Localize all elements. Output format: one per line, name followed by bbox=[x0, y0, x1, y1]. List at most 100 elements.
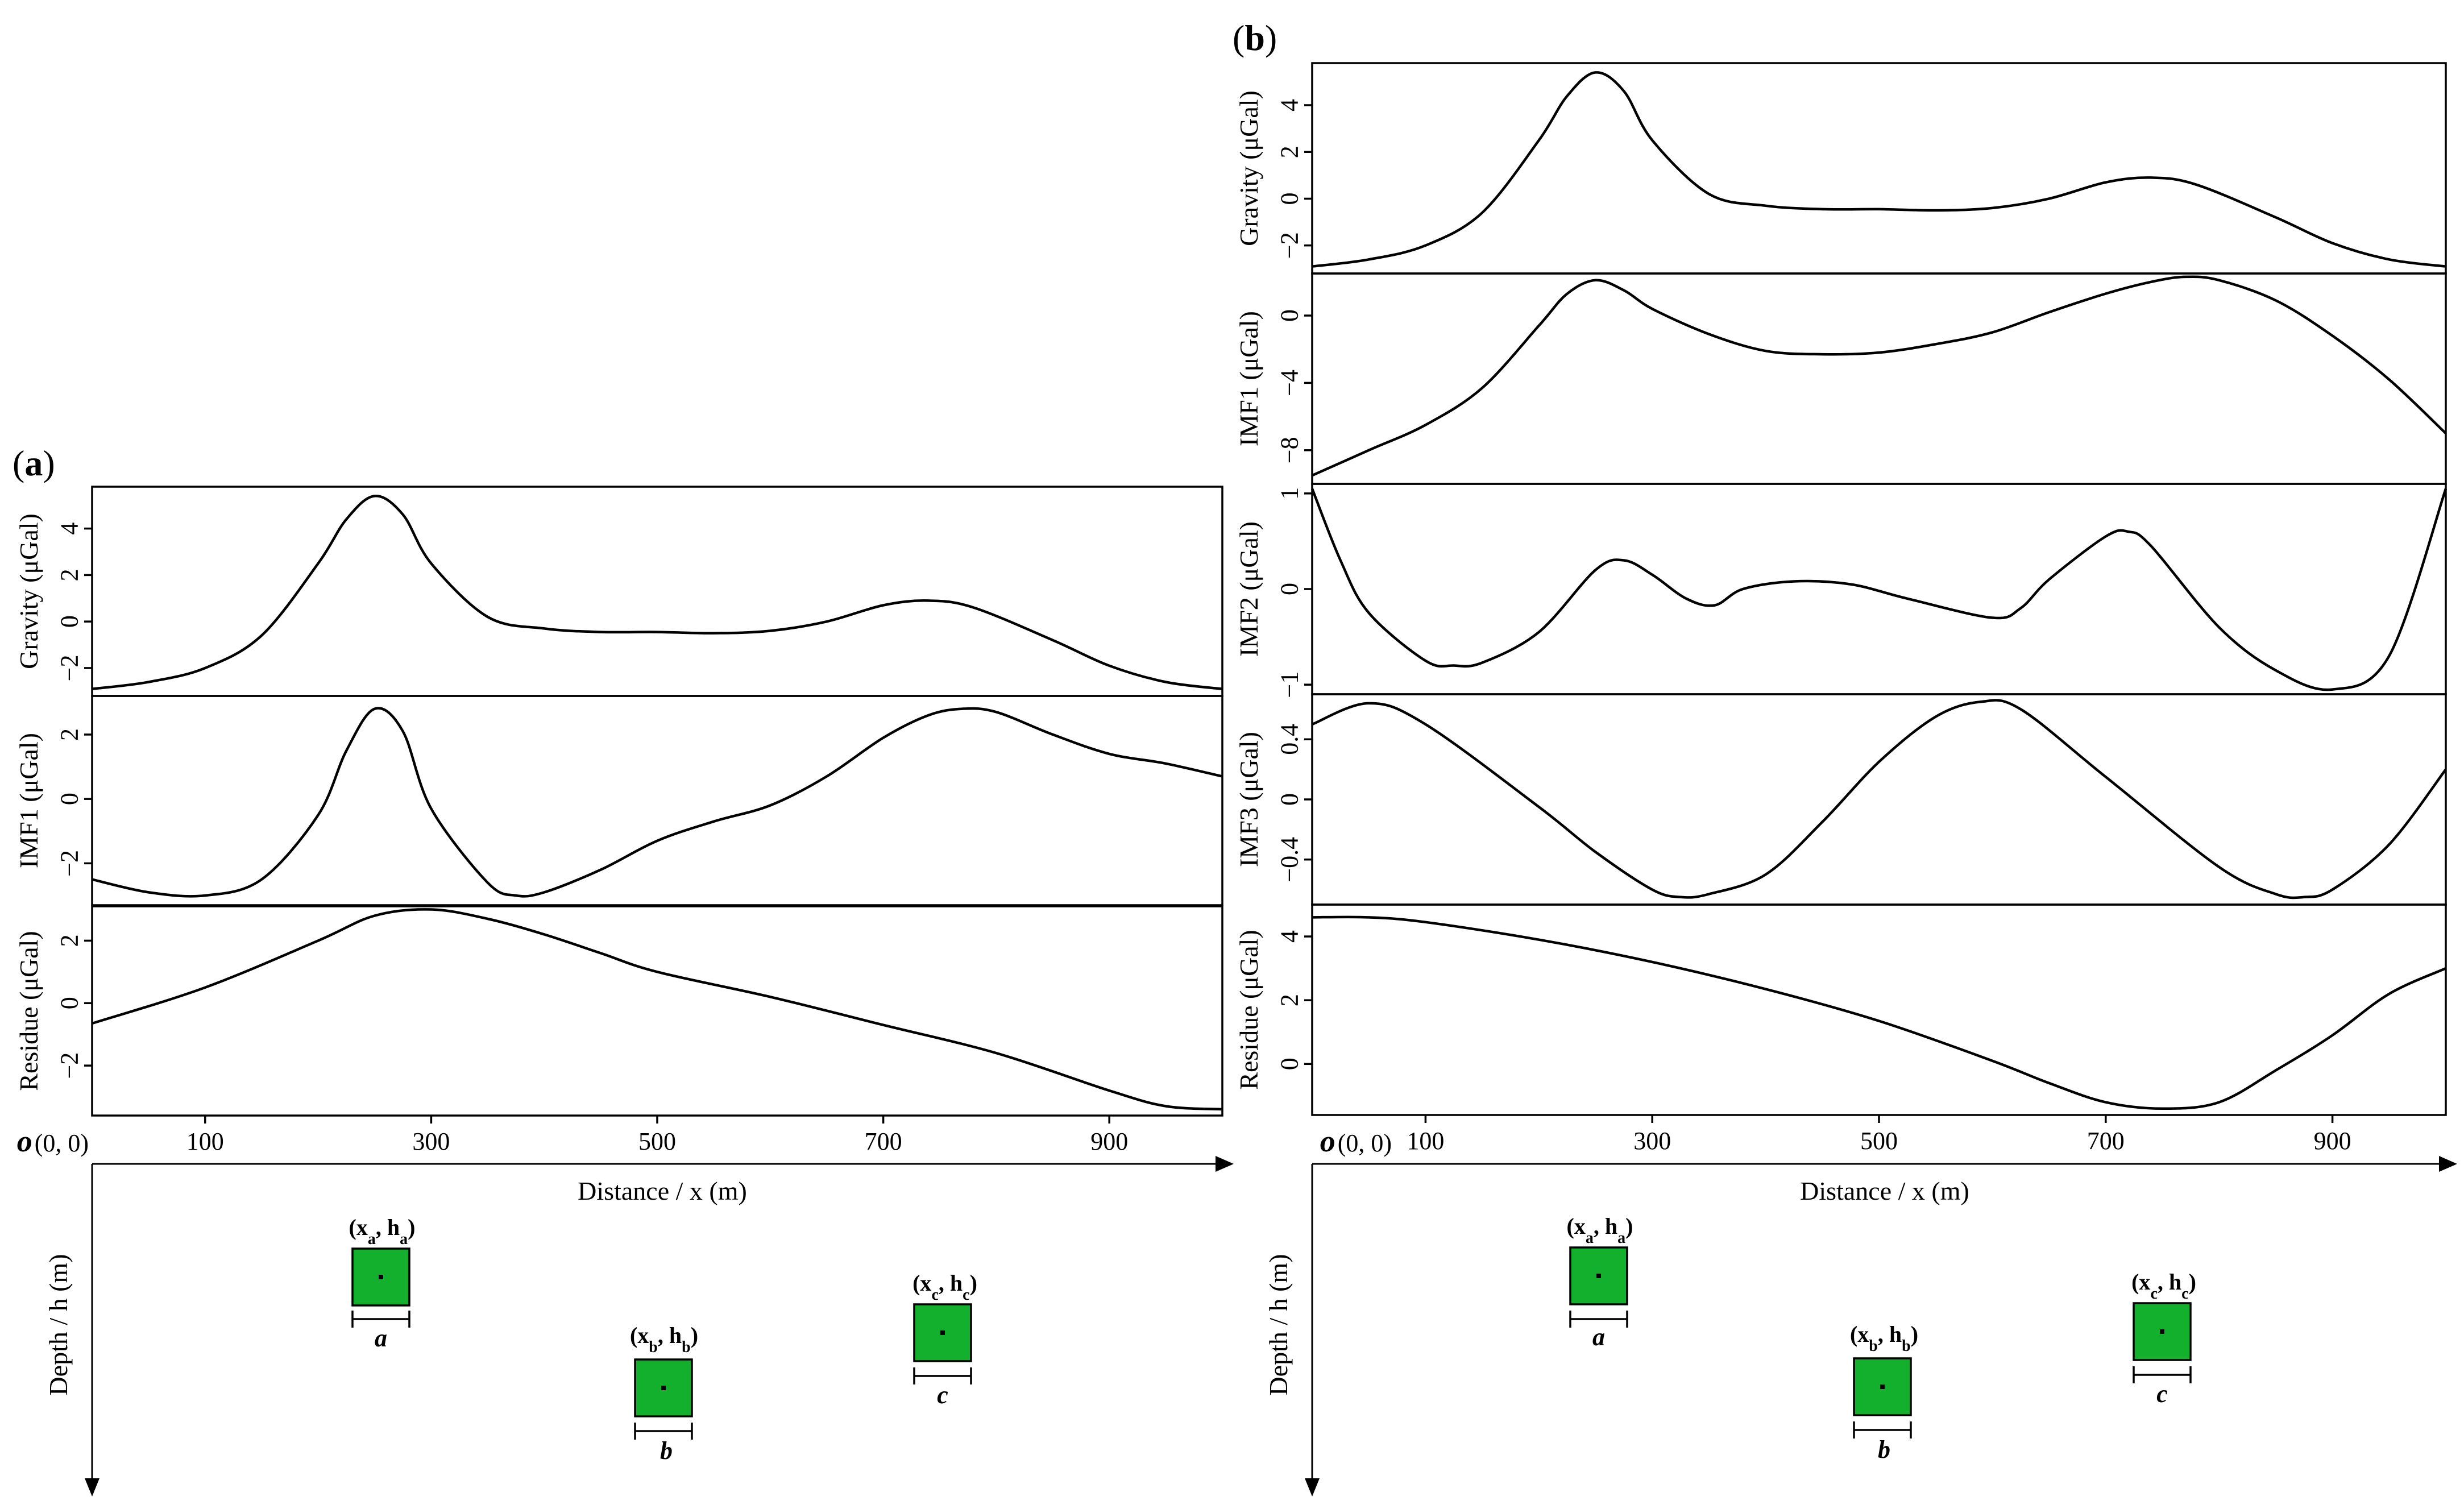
panel-label-b-letter: b bbox=[1245, 18, 1265, 58]
y-axis-label: IMF1 (μGal) bbox=[14, 733, 43, 868]
y-tick-label: −2 bbox=[1276, 232, 1304, 259]
series-line bbox=[92, 495, 1223, 690]
x-tick-label: 100 bbox=[186, 1127, 224, 1155]
y-tick-label: 0 bbox=[1276, 192, 1304, 205]
panel-label-a-letter: a bbox=[24, 443, 43, 483]
panel-a-body-b-width-label: b bbox=[660, 1437, 673, 1465]
panel-a-body-a-center bbox=[379, 1275, 383, 1279]
panel-b-body-b: (xb, hb) b bbox=[1850, 1321, 1918, 1464]
y-tick-label: −2 bbox=[56, 1052, 84, 1079]
panel-a-body-c-center bbox=[940, 1330, 945, 1335]
panel-b-depth-arrowhead bbox=[1305, 1478, 1320, 1496]
panel-b-body-b-width-label: b bbox=[1878, 1436, 1890, 1464]
subplot-b-4: 4 2 0 −2 Gravity (μGal) bbox=[1234, 62, 2447, 275]
x-tick-label: 300 bbox=[412, 1127, 450, 1155]
y-tick-label: 4 bbox=[1276, 930, 1304, 943]
panel-b-body-c-width-label: c bbox=[2156, 1380, 2168, 1408]
plot-frame bbox=[1311, 62, 2447, 275]
y-tick-label: 1 bbox=[1276, 487, 1304, 500]
panel-label-b: (b) bbox=[1233, 18, 1277, 58]
y-tick-label: −2 bbox=[56, 655, 84, 682]
y-tick-label: 0 bbox=[1276, 309, 1304, 322]
y-tick-label: 2 bbox=[1276, 994, 1304, 1006]
panel-a-body-b: (xb, hb) b bbox=[630, 1323, 698, 1465]
y-tick-label: −0.4 bbox=[1276, 837, 1304, 882]
y-tick-label: 4 bbox=[56, 523, 84, 535]
plot-frame bbox=[91, 486, 1223, 697]
y-axis-label: Gravity (μGal) bbox=[14, 513, 43, 669]
y-tick-label: −1 bbox=[1276, 671, 1304, 698]
series-line bbox=[1312, 699, 2447, 899]
panel-a-bodies: (xa, ha) a (xb, hb) b (xc, hc) c bbox=[349, 1214, 977, 1465]
x-tick-label: 900 bbox=[2314, 1127, 2351, 1155]
panel-a-body-a-width-label: a bbox=[375, 1324, 387, 1352]
panel-b-body-b-center bbox=[1880, 1384, 1885, 1389]
y-tick-label: 0 bbox=[1276, 1058, 1304, 1070]
panel-a-origin-coords: (0, 0) bbox=[35, 1129, 89, 1157]
panel-a-distance-label: Distance / x (m) bbox=[578, 1176, 747, 1205]
y-axis-label: Gravity (μGal) bbox=[1234, 90, 1263, 246]
panel-a-body-a: (xa, ha) a bbox=[349, 1214, 416, 1352]
panel-a-origin: o(0, 0) bbox=[17, 1124, 89, 1158]
y-tick-label: 0 bbox=[1276, 583, 1304, 595]
subplot-a-2: 2 0 −2 IMF1 (μGal) bbox=[14, 695, 1223, 906]
series-line bbox=[1310, 488, 2448, 691]
subplot-a-1: 4 2 0 −2 Gravity (μGal) bbox=[14, 486, 1223, 697]
y-tick-label: 0.4 bbox=[1276, 724, 1304, 755]
y-tick-label: 0 bbox=[1276, 793, 1304, 806]
panel-b-origin-coords: (0, 0) bbox=[1338, 1129, 1392, 1157]
x-tick-labels: 100 300 500 700 900 100 300 500 700 900 bbox=[186, 1115, 2351, 1155]
x-tick-label: 500 bbox=[1860, 1127, 1898, 1155]
panel-b-distance-label: Distance / x (m) bbox=[1800, 1176, 1969, 1205]
y-axis-label: IMF1 (μGal) bbox=[1234, 311, 1263, 446]
y-tick-label: −4 bbox=[1276, 370, 1304, 396]
x-tick-label: 500 bbox=[638, 1127, 676, 1155]
series-line bbox=[1312, 275, 2447, 477]
x-tick-label: 900 bbox=[1090, 1127, 1128, 1155]
subplots: 4 2 0 −2 Gravity (μGal) 2 0 −2 IMF1 (μGal) 2 0 −2 Re… bbox=[14, 62, 2448, 1117]
panel-b-section-axes: o(0, 0) Distance / x (m) Depth / h (m) bbox=[1264, 1124, 2457, 1496]
panel-a-body-c-width-label: c bbox=[937, 1381, 948, 1409]
panel-a-depth-arrowhead bbox=[85, 1478, 99, 1496]
panel-a-section-axes: o(0, 0) Distance / x (m) Depth / h (m) bbox=[17, 1124, 1234, 1496]
panel-b-body-c: (xc, hc) c bbox=[2131, 1269, 2196, 1408]
panel-a-distance-arrowhead bbox=[1216, 1156, 1234, 1172]
series-line bbox=[92, 908, 1223, 1111]
panel-b-body-c-label: (xc, hc) bbox=[2131, 1269, 2196, 1303]
y-axis-label: IMF2 (μGal) bbox=[1234, 521, 1263, 657]
y-tick-label: 2 bbox=[56, 728, 84, 741]
series-line bbox=[1312, 71, 2446, 268]
y-axis-label: Residue (μGal) bbox=[1234, 930, 1263, 1089]
plot-frame bbox=[1311, 272, 2447, 485]
panel-b-distance-arrowhead bbox=[2439, 1156, 2457, 1172]
x-tick-label: 300 bbox=[1633, 1127, 1671, 1155]
y-tick-label: 2 bbox=[56, 934, 84, 947]
panel-a-body-b-label: (xb, hb) bbox=[630, 1323, 698, 1356]
panel-label-a: (a) bbox=[13, 443, 55, 483]
subplot-a-3: 2 0 −2 Residue (μGal) bbox=[14, 905, 1223, 1117]
y-tick-label: 2 bbox=[56, 569, 84, 581]
subplot-b-8: 4 2 0 Residue (μGal) bbox=[1234, 903, 2447, 1116]
y-axis-label: IMF3 (μGal) bbox=[1234, 732, 1263, 867]
panel-b-body-c-center bbox=[2160, 1329, 2164, 1334]
panel-b-body-a: (xa, ha) a bbox=[1567, 1213, 1633, 1351]
panel-a-body-c-label: (xc, hc) bbox=[912, 1270, 977, 1304]
series-line bbox=[1312, 915, 2446, 1110]
plot-frame bbox=[91, 695, 1223, 906]
panel-a-depth-label: Depth / h (m) bbox=[44, 1254, 73, 1395]
panel-b-bodies: (xa, ha) a (xb, hb) b (xc, hc) c bbox=[1567, 1213, 2196, 1464]
x-tick-label: 700 bbox=[865, 1127, 902, 1155]
panel-b-origin: o(0, 0) bbox=[1320, 1124, 1392, 1158]
y-tick-label: −8 bbox=[1276, 437, 1304, 463]
y-tick-label: 0 bbox=[56, 997, 84, 1009]
y-tick-label: 0 bbox=[56, 793, 84, 805]
y-tick-label: 4 bbox=[1276, 99, 1304, 111]
subplot-b-5: 0 −4 −8 IMF1 (μGal) bbox=[1234, 272, 2447, 485]
panel-b-origin-letter: o bbox=[1320, 1124, 1335, 1158]
series-line bbox=[92, 707, 1223, 898]
panel-a-body-a-label: (xa, ha) bbox=[349, 1214, 416, 1248]
panel-b-body-b-square bbox=[1853, 1357, 1912, 1416]
x-tick-label: 700 bbox=[2087, 1127, 2125, 1155]
y-tick-label: 2 bbox=[1276, 146, 1304, 158]
panel-a-body-b-center bbox=[661, 1386, 666, 1390]
